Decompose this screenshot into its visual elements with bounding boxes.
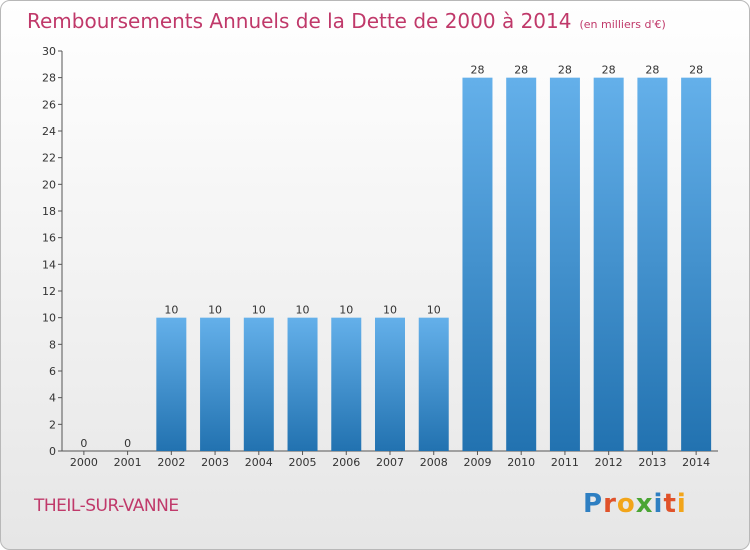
x-tick-label: 2004 — [245, 456, 273, 469]
y-tick-label: 22 — [42, 152, 56, 165]
y-tick-label: 18 — [42, 205, 56, 218]
x-tick-label: 2013 — [638, 456, 666, 469]
bar — [156, 317, 187, 451]
data-labels: 0 0 10 10 10 10 10 10 10 28 28 28 28 28 28 — [80, 64, 703, 450]
data-label: 0 — [80, 437, 87, 450]
y-tick-label: 16 — [42, 232, 56, 245]
logo-letter: r — [603, 489, 617, 519]
data-label: 28 — [645, 64, 659, 77]
y-tick-label: 12 — [42, 285, 56, 298]
bar — [331, 317, 362, 451]
logo-letter: x — [635, 489, 654, 519]
x-tick-label: 2005 — [289, 456, 317, 469]
bar — [418, 317, 449, 451]
x-tick-label: 2010 — [507, 456, 535, 469]
data-label: 10 — [339, 304, 353, 317]
x-tick-label: 2003 — [201, 456, 229, 469]
data-label: 28 — [470, 64, 484, 77]
bar — [637, 77, 668, 452]
x-axis: 2000 2001 2002 2003 2004 2005 2006 2007 2008 2009… — [62, 450, 718, 469]
logo-letter: P — [583, 489, 604, 519]
y-tick-label: 0 — [49, 445, 56, 458]
x-tick-label: 2006 — [332, 456, 360, 469]
x-tick-label: 2008 — [420, 456, 448, 469]
logo-letter: i — [653, 489, 664, 519]
x-tick-label: 2002 — [157, 456, 185, 469]
chart-title: Remboursements Annuels de la Dette de 20… — [27, 9, 666, 33]
bar — [200, 317, 231, 451]
location-name: THEIL-SUR-VANNE — [34, 496, 179, 516]
x-tick-label: 2001 — [114, 456, 142, 469]
bar — [593, 77, 624, 452]
x-tick-label: 2007 — [376, 456, 404, 469]
data-label: 10 — [164, 304, 178, 317]
data-label: 10 — [208, 304, 222, 317]
data-label: 10 — [252, 304, 266, 317]
bar — [506, 77, 537, 452]
y-tick-label: 28 — [42, 72, 56, 85]
x-tick-label: 2011 — [551, 456, 579, 469]
bar — [462, 77, 493, 452]
chart-title-text: Remboursements Annuels de la Dette de 20… — [27, 9, 572, 33]
data-label: 28 — [558, 64, 572, 77]
y-tick-label: 30 — [42, 45, 56, 58]
y-tick-label: 20 — [42, 178, 56, 191]
data-label: 10 — [296, 304, 310, 317]
bar — [243, 317, 274, 451]
logo-letter: o — [616, 489, 636, 519]
bar — [375, 317, 405, 451]
proxiti-logo: Proxiti — [583, 489, 687, 519]
y-tick-label: 8 — [49, 338, 56, 351]
data-label: 28 — [514, 64, 528, 77]
bar — [681, 77, 712, 452]
y-tick-label: 24 — [42, 125, 56, 138]
bar — [549, 77, 580, 452]
y-tick-label: 10 — [42, 312, 56, 325]
data-label: 10 — [427, 304, 441, 317]
x-tick-label: 2012 — [595, 456, 623, 469]
logo-letter: t — [663, 489, 677, 519]
data-label: 28 — [602, 64, 616, 77]
y-tick-label: 4 — [49, 392, 56, 405]
bar — [287, 317, 318, 451]
x-tick-label: 2009 — [463, 456, 491, 469]
bars — [156, 77, 712, 452]
y-tick-label: 6 — [49, 365, 56, 378]
logo-letter: i — [676, 489, 687, 519]
data-label: 28 — [689, 64, 703, 77]
x-tick-label: 2000 — [70, 456, 98, 469]
y-tick-label: 26 — [42, 98, 56, 111]
x-tick-label: 2014 — [682, 456, 710, 469]
data-label: 10 — [383, 304, 397, 317]
chart-subtitle: (en milliers d'€) — [579, 18, 666, 31]
y-tick-label: 2 — [49, 418, 56, 431]
y-tick-label: 14 — [42, 258, 56, 271]
data-label: 0 — [124, 437, 131, 450]
